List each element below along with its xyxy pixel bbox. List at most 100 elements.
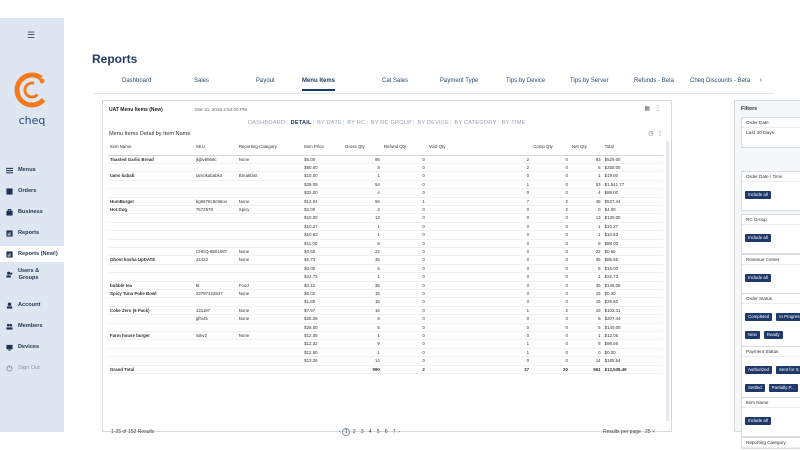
filter-group[interactable]: Reporting Category bbox=[741, 437, 800, 449]
filter-chip[interactable]: In Progress bbox=[776, 312, 800, 321]
tab-menu-items[interactable]: Menu Items bbox=[302, 78, 336, 91]
table-cell bbox=[236, 180, 303, 190]
filter-group[interactable]: Revenue Center Include all ◒ bbox=[741, 254, 800, 294]
filter-group[interactable]: Item Name Include all ◒ bbox=[741, 397, 800, 437]
table-cell: $0.02 bbox=[302, 289, 344, 299]
page-number[interactable]: 6 bbox=[384, 429, 388, 435]
filter-chip[interactable]: New bbox=[745, 330, 760, 339]
sidebar-item-reports-new[interactable]: Reports (New!) bbox=[0, 246, 64, 262]
filter-group[interactable]: RC Group Include all ◒ bbox=[741, 214, 800, 254]
column-header[interactable]: Net Qty bbox=[569, 143, 603, 156]
filter-chip[interactable]: Include all bbox=[745, 416, 771, 425]
table-cell: 0 bbox=[531, 314, 570, 324]
filter-chip[interactable]: Sent for S... bbox=[776, 365, 800, 374]
table-scrollbar[interactable] bbox=[666, 141, 669, 421]
sidebar-item-users-groups[interactable]: Users & Groups bbox=[6, 268, 64, 288]
filter-group[interactable]: Payment Status Authorized Sent for S... Set… bbox=[741, 346, 800, 404]
filter-chip[interactable]: Ready bbox=[763, 330, 783, 339]
filter-value[interactable]: Last 30 Days bbox=[746, 131, 774, 136]
filter-toggle-icon[interactable]: ◒ bbox=[742, 285, 800, 293]
table-cell: $11.00 bbox=[302, 239, 344, 248]
subtab-by-rc[interactable]: BY RC bbox=[347, 120, 366, 126]
sidebar-item-members[interactable]: Members bbox=[6, 318, 64, 334]
column-header[interactable]: Refund Qty bbox=[381, 143, 427, 156]
subtab-by-date[interactable]: BY DATE bbox=[317, 120, 342, 126]
tab-cheq-discounts-beta[interactable]: Cheq Discounts - Beta bbox=[690, 78, 751, 84]
tab-payout[interactable]: Payout bbox=[256, 78, 275, 84]
column-header[interactable]: Item Price bbox=[302, 143, 344, 156]
sidebar-item-orders[interactable]: Orders bbox=[6, 183, 64, 199]
table-cell: HumBurger bbox=[108, 197, 194, 206]
subtab-dashboard[interactable]: DASHBOARD bbox=[248, 120, 286, 126]
subtab-detail[interactable]: DETAIL bbox=[290, 120, 312, 126]
column-header[interactable]: Item Name bbox=[108, 143, 194, 156]
filter-chip[interactable]: Partially P... bbox=[768, 383, 798, 392]
tab-sales[interactable]: Sales bbox=[194, 78, 210, 84]
table-cell bbox=[193, 222, 237, 232]
page-number[interactable]: 2 bbox=[352, 429, 356, 435]
subtab-by-time[interactable]: BY TIME bbox=[501, 120, 526, 126]
tab-dashboard[interactable]: Dashboard bbox=[122, 78, 152, 84]
table-cell: 0 bbox=[426, 247, 532, 257]
filter-chip[interactable]: Completed bbox=[745, 312, 773, 321]
subtab-by-device[interactable]: BY DEVICE bbox=[417, 120, 449, 126]
sidebar-item-account[interactable]: Account bbox=[6, 297, 64, 313]
filter-label: Revenue Center bbox=[742, 255, 800, 265]
table-cell: 0 bbox=[426, 331, 532, 341]
page-number[interactable]: 1 bbox=[342, 428, 351, 436]
more-options-icon[interactable]: ⋮ bbox=[655, 106, 661, 112]
filter-chip[interactable]: Include all bbox=[745, 273, 771, 282]
filter-group[interactable]: Order Status Completed In Progress New Ready… bbox=[741, 293, 800, 351]
table-view-icon[interactable]: ▦ bbox=[644, 106, 650, 112]
filter-group[interactable]: Order Date / Time Include all ◒ bbox=[741, 171, 800, 211]
sidebar-item-menus[interactable]: Menus bbox=[6, 162, 64, 178]
tab-cat-sales[interactable]: Cat Sales bbox=[382, 78, 409, 84]
hamburger-icon[interactable]: ☰ bbox=[27, 30, 36, 40]
sidebar-item-business[interactable]: Business bbox=[6, 204, 64, 220]
page-number[interactable]: 3 bbox=[360, 429, 364, 435]
page-number[interactable]: 4 bbox=[368, 429, 372, 435]
sidebar-item-devices[interactable]: Devices bbox=[6, 339, 64, 355]
tab-payment-type[interactable]: Payment Type bbox=[440, 78, 479, 84]
prev-page-icon[interactable]: ‹ bbox=[339, 429, 341, 435]
column-header[interactable]: Gross Qty bbox=[343, 143, 382, 156]
column-header[interactable]: Void Qty bbox=[426, 143, 532, 156]
sidebar-item-signout[interactable]: Sign Out bbox=[6, 360, 64, 376]
results-per-page-select[interactable]: 25 bbox=[644, 429, 651, 435]
page-number[interactable]: 7 bbox=[392, 429, 396, 435]
next-page-icon[interactable]: › bbox=[398, 429, 400, 435]
tab-refunds-beta[interactable]: Refunds - Beta bbox=[634, 78, 675, 84]
column-header[interactable]: Reporting Category bbox=[236, 143, 303, 156]
column-header[interactable]: Comp Qty bbox=[531, 143, 570, 156]
subtab-by-category[interactable]: BY CATEGORY bbox=[454, 120, 497, 126]
table-cell: $2.00 bbox=[302, 205, 344, 215]
table-row: Hot Dog 7672578 Spicy $2.00 2 0 0 2 0 $4.00 bbox=[108, 205, 664, 215]
chevron-down-icon[interactable]: ˅ bbox=[651, 429, 655, 435]
table-cell: 0 bbox=[381, 239, 427, 248]
filter-group[interactable]: Order Date Last 30 Days ◒ bbox=[741, 117, 800, 148]
table-more-icon[interactable]: ⋮ bbox=[657, 131, 663, 137]
sidebar-item-reports[interactable]: Reports bbox=[6, 225, 64, 241]
filter-toggle-icon[interactable]: ◒ bbox=[742, 139, 800, 147]
filter-chip[interactable]: Include all bbox=[745, 190, 771, 199]
column-header[interactable]: SKU bbox=[193, 143, 237, 156]
filter-chip[interactable]: Authorized bbox=[745, 365, 772, 374]
filter-chip[interactable]: Include all bbox=[745, 233, 771, 242]
filter-toggle-icon[interactable]: ◒ bbox=[742, 202, 800, 210]
table-cell: 0 bbox=[381, 155, 427, 164]
page-number[interactable]: 5 bbox=[376, 429, 380, 435]
filter-toggle-icon[interactable]: ◒ bbox=[742, 245, 800, 253]
tab-tips-by-server[interactable]: Tips by Server bbox=[570, 78, 609, 84]
filter-toggle-icon[interactable]: ◒ bbox=[742, 428, 800, 436]
tabs-scroll-right-icon[interactable]: › bbox=[759, 77, 762, 84]
table-cell bbox=[193, 163, 237, 173]
sidebar-item-label-2: Groups bbox=[18, 275, 39, 281]
table-cell bbox=[108, 356, 194, 366]
table-cell bbox=[236, 222, 303, 232]
filter-chip[interactable]: Settled bbox=[745, 383, 765, 392]
clock-icon[interactable]: ◷ bbox=[648, 131, 654, 137]
table-cell: 2 bbox=[531, 306, 570, 316]
subtab-by-rc-group[interactable]: BY RC GROUP bbox=[370, 120, 412, 126]
column-header[interactable]: Total bbox=[602, 143, 664, 156]
tab-tips-by-device[interactable]: Tips by Device bbox=[506, 78, 546, 84]
